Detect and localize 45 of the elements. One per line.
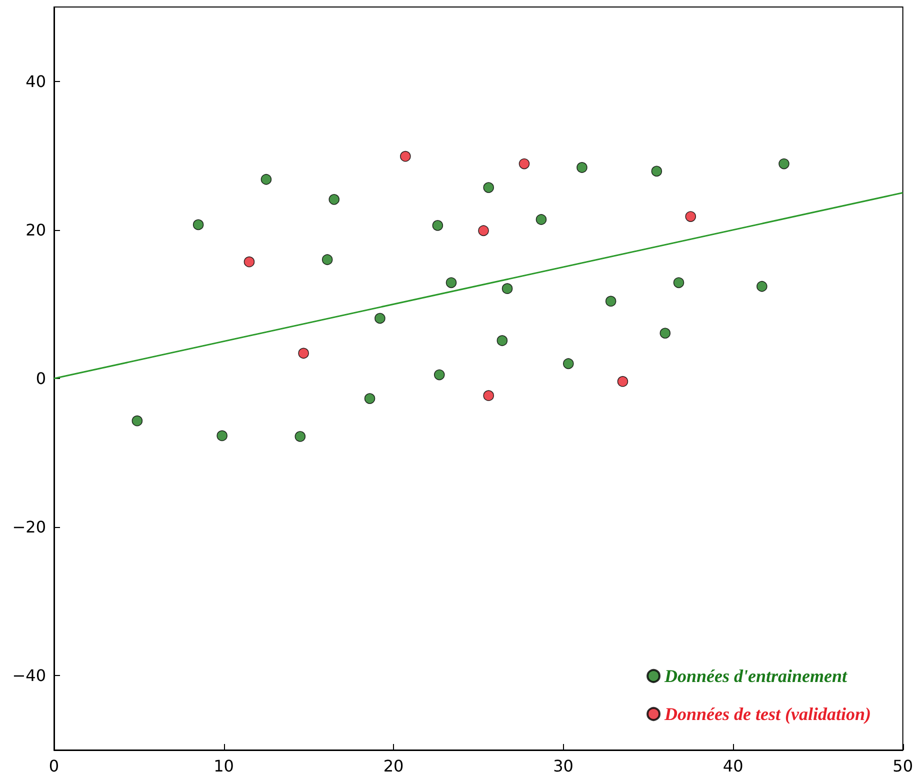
x-tick-label: 40	[722, 756, 744, 776]
point	[673, 277, 684, 288]
legend-label: Données de test (validation)	[664, 704, 872, 724]
point	[685, 211, 696, 222]
point	[432, 220, 444, 231]
y-tick-label: 40	[26, 72, 46, 91]
point	[483, 182, 494, 193]
point	[576, 162, 588, 173]
point	[260, 174, 272, 185]
point	[617, 376, 628, 387]
point	[244, 256, 255, 268]
point	[660, 328, 671, 339]
point	[483, 390, 494, 401]
point	[328, 194, 340, 205]
point	[478, 225, 489, 236]
legend-label: Données d'entrainement	[664, 666, 848, 686]
y-tick-label: −20	[12, 518, 46, 537]
point	[132, 415, 143, 426]
point	[518, 158, 530, 170]
point	[294, 431, 306, 442]
point	[434, 369, 445, 380]
point	[536, 214, 547, 225]
point	[400, 150, 411, 162]
point	[778, 158, 790, 170]
point	[322, 254, 333, 266]
point	[496, 335, 508, 346]
x-tick-label: 50	[892, 756, 913, 776]
x-tick-label: 20	[383, 756, 404, 776]
y-tick-label: 20	[26, 220, 46, 240]
point	[192, 219, 204, 230]
point	[216, 430, 228, 442]
point	[651, 166, 662, 177]
point	[298, 348, 309, 359]
point	[374, 312, 386, 324]
point	[502, 283, 513, 294]
y-tick-label: −40	[12, 666, 46, 686]
y-tick-label: 0	[36, 369, 46, 388]
x-tick-label: 30	[553, 756, 574, 776]
point	[446, 277, 457, 288]
x-tick-label: 10	[214, 756, 234, 776]
point	[605, 296, 616, 307]
point	[756, 280, 768, 292]
point	[562, 358, 574, 370]
x-tick-label: 0	[48, 756, 60, 776]
point	[364, 393, 376, 404]
